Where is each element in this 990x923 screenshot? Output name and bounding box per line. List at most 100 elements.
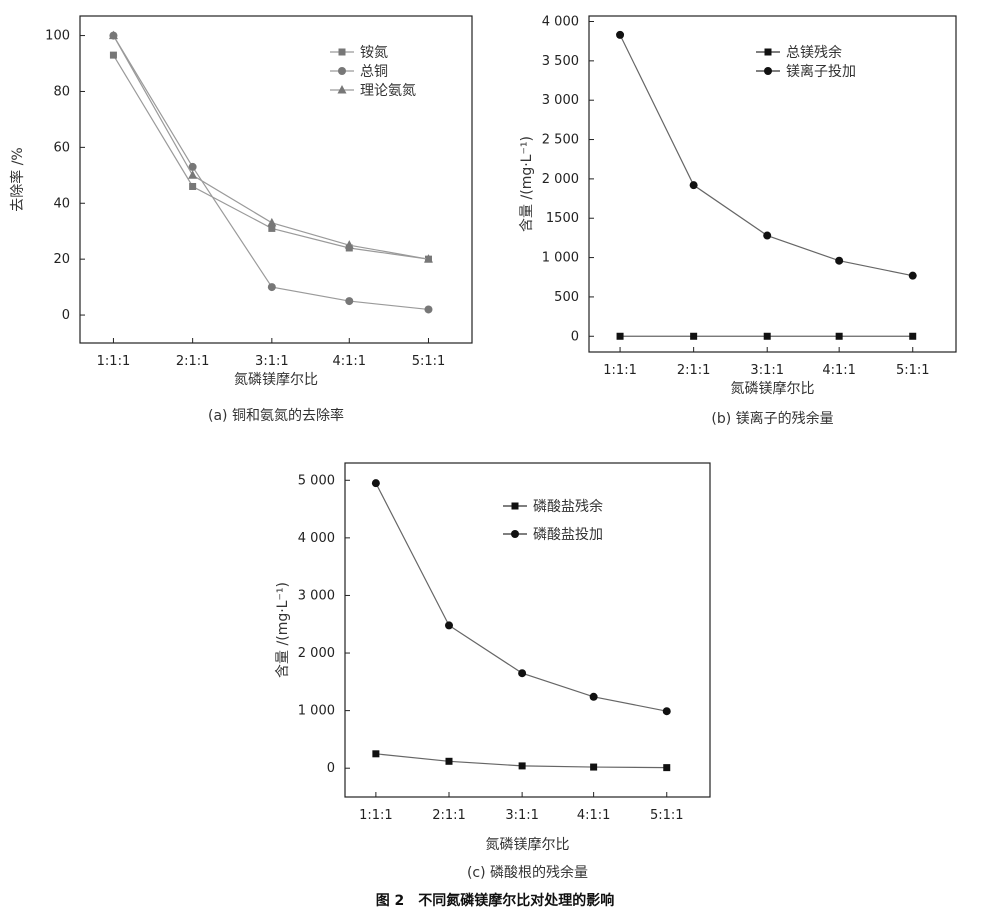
series-0 [372,750,671,772]
data-point [188,162,197,171]
data-point [908,271,917,280]
figure-caption: 图 2 不同氮磷镁摩尔比对处理的影响 [376,892,615,909]
panel-caption: (c) 磷酸根的残余量 [467,864,588,881]
data-point [835,332,843,340]
y-tick-label: 1500 [546,211,579,226]
data-point [268,224,276,232]
legend-label: 铵氮 [360,45,388,61]
x-tick-label: 3:1:1 [505,808,539,823]
y-tick-label: 3 000 [298,588,335,603]
y-tick-label: 0 [327,761,335,776]
x-tick-label: 5:1:1 [896,363,930,378]
data-point [189,182,197,190]
y-tick-label: 4 000 [542,15,579,30]
legend-marker [764,48,772,56]
y-tick-label: 20 [53,252,70,267]
legend-marker [338,67,346,75]
y-tick-label: 4 000 [298,531,335,546]
x-tick-label: 2:1:1 [677,363,711,378]
x-tick-label: 4:1:1 [332,354,366,369]
plot-frame [79,15,473,344]
series-2 [108,30,433,263]
data-point [518,762,526,770]
x-tick-label: 3:1:1 [750,363,784,378]
legend-marker [764,67,772,75]
chart-a: 0 20 40 60 80 100 1:1:1 2:1:1 3:1:1 4:1:1 5:1:1 氮磷镁… [9,15,473,424]
legend-label: 镁离子投加 [786,63,856,80]
data-point [424,305,433,314]
data-point [371,479,380,488]
legend-marker [511,502,519,510]
y-tick-label: 100 [45,29,70,44]
legend-marker [337,85,347,94]
data-point [909,332,917,340]
data-point [663,764,671,772]
plot-frame [588,15,957,353]
y-tick-label: 1 000 [298,704,335,719]
data-point [445,757,453,765]
x-tick-label: 2:1:1 [432,808,466,823]
y-tick-label: 80 [53,84,70,99]
x-tick-label: 4:1:1 [822,363,856,378]
legend-marker [511,530,519,538]
x-axis-label: 氮磷镁摩尔比 [486,836,570,853]
legend-item: 铵氮 [330,45,388,61]
legend-item: 总铜 [330,64,388,80]
data-point [372,750,380,758]
legend-label: 磷酸盐残余 [533,498,603,515]
legend-label: 总铜 [360,64,388,80]
x-tick-label: 5:1:1 [412,354,446,369]
data-point [267,217,277,227]
data-point [108,30,118,40]
data-point [835,256,844,265]
data-point [188,170,198,179]
chart-c: 0 1 000 2 000 3 000 4 000 5 000 1:1:1 2:1:1 3:1:… [275,462,711,881]
data-point [616,30,625,39]
chart-b: 0 500 1 000 1500 2 000 2 500 3 000 3 500 4 000 1:… [519,15,957,427]
data-point [109,51,117,59]
y-tick-label: 60 [53,140,70,155]
panel-caption: (a) 铜和氨氮的去除率 [208,407,344,424]
series-0 [616,332,917,340]
y-tick-label: 2 000 [298,646,335,661]
y-axis-label: 含量 /(mg·L⁻¹) [519,136,535,232]
data-point [763,332,771,340]
legend-item: 总镁残余 [756,44,842,61]
legend-label: 总镁残余 [786,44,842,61]
data-point [690,332,698,340]
series-1 [371,479,671,716]
data-point [445,621,453,630]
legend-item: 理论氨氮 [330,83,416,99]
y-tick-label: 2 500 [542,133,579,148]
y-tick-label: 40 [53,196,70,211]
series-1 [109,31,433,314]
y-axis-label: 去除率 /% [9,147,26,211]
data-point [267,283,276,292]
x-tick-label: 1:1:1 [603,363,637,378]
x-axis-label: 氮磷镁摩尔比 [234,371,318,388]
data-point [590,763,598,771]
y-tick-label: 2 000 [542,172,579,187]
x-axis-label: 氮磷镁摩尔比 [731,380,815,397]
x-tick-label: 2:1:1 [176,354,210,369]
data-point [423,254,433,263]
y-tick-label: 3 000 [542,93,579,108]
legend-label: 磷酸盐投加 [533,527,603,543]
data-point [589,692,598,701]
data-point [345,297,354,306]
data-point [518,669,527,678]
x-tick-label: 5:1:1 [650,808,684,823]
x-tick-label: 1:1:1 [97,354,131,369]
y-tick-label: 0 [62,308,70,323]
data-point [763,231,772,240]
data-point [616,332,624,340]
panel-caption: (b) 镁离子的残余量 [711,410,833,427]
plot-frame [344,462,711,798]
y-tick-label: 1 000 [542,251,579,266]
legend-item: 镁离子投加 [756,63,856,80]
data-point [344,240,354,249]
legend-item: 磷酸盐投加 [503,527,603,543]
legend-item: 磷酸盐残余 [503,498,603,515]
y-axis-label: 含量 /(mg·L⁻¹) [275,582,291,678]
